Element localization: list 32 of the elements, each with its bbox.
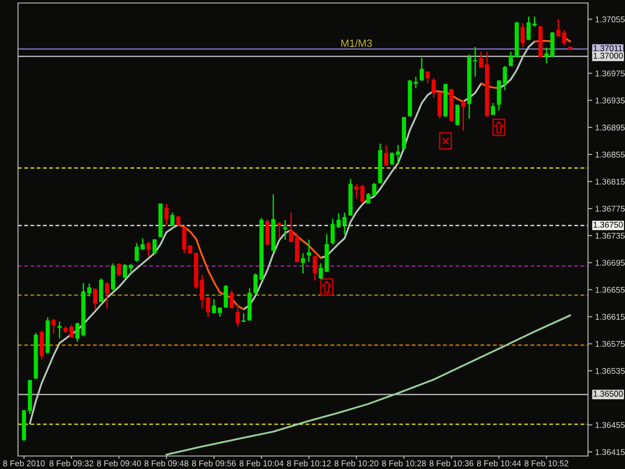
y-tick-label: 1.36455 xyxy=(596,422,625,428)
x-tick-label: 8 Feb 10:20 xyxy=(334,460,378,466)
y-tick-label: 1.36575 xyxy=(596,340,625,347)
y-tick-label: 1.36895 xyxy=(596,124,625,131)
y-tick-label: 1.36615 xyxy=(596,314,625,320)
x-tick-label: 8 Feb 09:40 xyxy=(97,460,141,466)
y-tick-label: 1.36655 xyxy=(596,286,625,293)
y-tick-label: 1.36775 xyxy=(596,206,625,212)
x-tick-label: 8 Feb 2010 xyxy=(3,460,45,466)
x-tick-label: 8 Feb 09:48 xyxy=(144,460,188,466)
x-tick-label: 8 Feb 10:12 xyxy=(287,460,331,466)
y-tick-label: 1.36535 xyxy=(596,368,625,374)
x-tick-label: 8 Feb 10:44 xyxy=(477,460,521,466)
y-tick-label: 1.36415 xyxy=(596,449,625,456)
y-tick-label: 1.36735 xyxy=(596,232,625,239)
x-tick-label: 8 Feb 10:52 xyxy=(524,460,568,466)
ref-line-label: 1.36750 xyxy=(594,222,623,228)
y-tick-label: 1.37055 xyxy=(596,16,625,22)
x-tick-label: 8 Feb 10:28 xyxy=(382,460,426,466)
y-tick-label: 1.36695 xyxy=(596,260,625,266)
x-tick-label: 8 Feb 10:04 xyxy=(240,460,284,466)
y-tick-label: 1.36935 xyxy=(596,98,625,104)
annotation: M1/M3 xyxy=(341,39,372,47)
y-tick-label: 1.36975 xyxy=(596,70,625,76)
y-tick-label: 1.36855 xyxy=(596,152,625,158)
x-tick-label: 8 Feb 09:56 xyxy=(192,460,236,466)
x-tick-label: 8 Feb 10:36 xyxy=(430,460,474,466)
x-tick-label: 8 Feb 09:32 xyxy=(50,460,94,466)
ref-line-label: 1.37011 xyxy=(594,45,622,52)
ref-line-label: 1.36500 xyxy=(594,390,623,397)
y-tick-label: 1.36815 xyxy=(596,178,625,185)
ref-line-label: 1.37000 xyxy=(594,52,623,59)
